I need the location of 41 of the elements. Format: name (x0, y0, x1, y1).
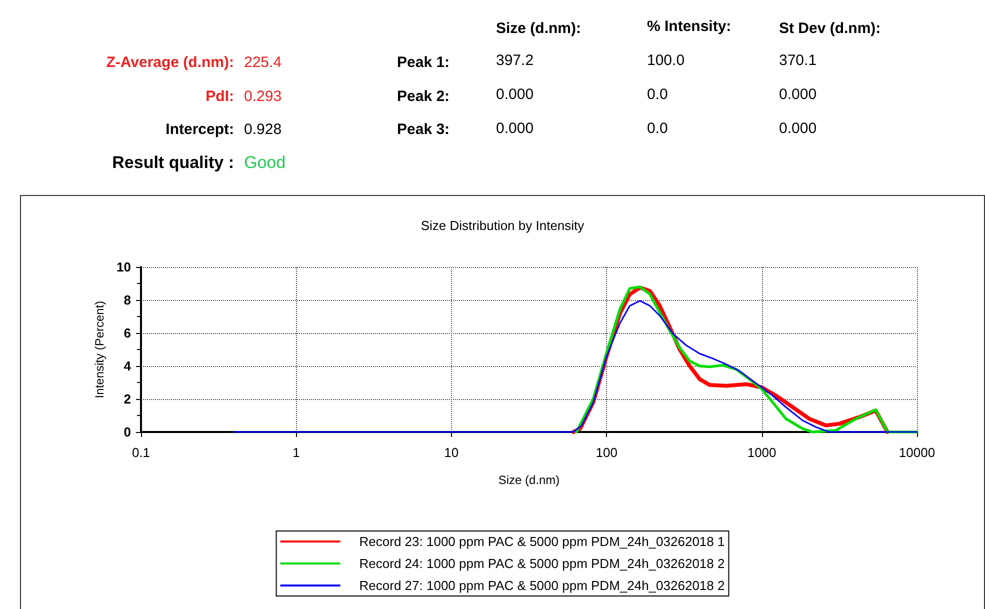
text: 0.0 (647, 85, 668, 105)
y-tick-label: 8 (124, 292, 131, 308)
x-tick-label: 1 (292, 445, 300, 460)
text: 0.000 (496, 85, 534, 105)
y-tick-label: 2 (124, 392, 131, 406)
legend-label: Record 23: 1000 ppm PAC & 5000 ppm PDM_24h_03262018 1 (359, 534, 725, 549)
x-tick-label: 1000 (747, 445, 776, 460)
y-tick-label: 6 (124, 326, 131, 340)
x-tick-label: 0.1 (132, 445, 150, 460)
text: 370.1 (779, 51, 817, 71)
y-tick-label: 10 (116, 260, 131, 274)
y-axis-title: Intensity (Percent) (92, 300, 107, 398)
text: 0.293 (244, 87, 282, 107)
text: Peak 3: (397, 120, 450, 140)
x-axis-title: Size (d.nm) (498, 473, 560, 487)
text: 0.0 (647, 119, 668, 139)
text: Peak 2: (397, 87, 450, 107)
text: St Dev (d.nm): (779, 19, 881, 39)
text: Good (244, 153, 286, 173)
text: 225.4 (244, 53, 282, 73)
text: Intercept: (166, 120, 234, 140)
x-tick-label: 10 (444, 445, 459, 460)
text: % Intensity: (647, 17, 732, 37)
text: Result quality : (112, 153, 234, 173)
text: Size (d.nm): (496, 19, 581, 39)
legend-label: Record 24: 1000 ppm PAC & 5000 ppm PDM_24h_03262018 2 (359, 556, 725, 571)
text: 0.000 (779, 119, 817, 139)
text: 0.000 (779, 85, 817, 105)
text: Peak 1: (397, 53, 450, 73)
text: 0.000 (496, 119, 534, 139)
y-tick-label: 4 (124, 358, 132, 374)
text: Z-Average (d.nm): (106, 53, 234, 73)
legend-label: Record 27: 1000 ppm PAC & 5000 ppm PDM_24h_03262018 2 (359, 578, 725, 593)
text: 100.0 (647, 51, 685, 71)
y-tick-label: 0 (124, 424, 131, 440)
x-tick-label: 100 (596, 445, 618, 460)
chart-title: Size Distribution by Intensity (420, 218, 585, 233)
text: PdI: (206, 87, 234, 107)
text: 0.928 (244, 120, 282, 140)
text: 397.2 (496, 51, 534, 71)
x-tick-label: 10000 (898, 445, 936, 460)
